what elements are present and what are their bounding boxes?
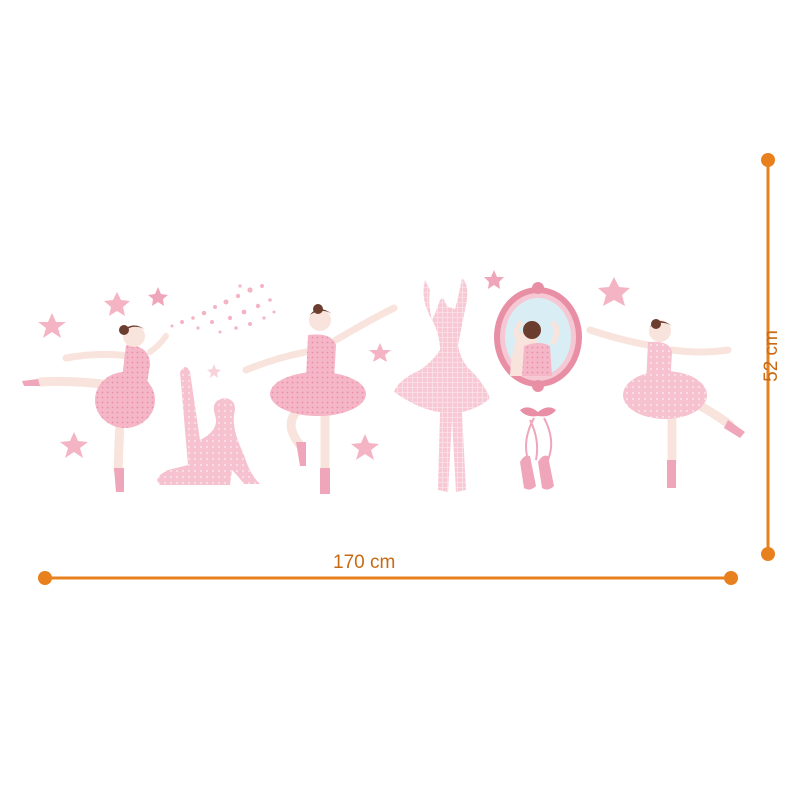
mirror-with-ballerina (494, 282, 582, 392)
width-dimension-label: 170 cm (333, 552, 396, 573)
star-icon (351, 434, 379, 460)
star-icon (484, 270, 504, 289)
star-icon (207, 364, 221, 378)
dancer-stretching-silhouette (157, 367, 260, 485)
dancer-arms-up-silhouette (394, 278, 490, 492)
dimension-endpoint-icon (761, 153, 775, 167)
star-icon (148, 287, 168, 306)
star-icon (104, 292, 130, 316)
ballerina-right (586, 319, 745, 488)
star-icon (38, 313, 66, 338)
height-dimension-label: 52 cm (761, 330, 782, 382)
ballerina-arabesque (22, 325, 169, 492)
ballerina-tutu-center (242, 304, 398, 494)
width-dimension-line (38, 571, 738, 585)
pointe-shoes (520, 407, 556, 490)
star-icon (369, 343, 391, 362)
dimension-endpoint-icon (724, 571, 738, 585)
star-icon (598, 277, 630, 306)
height-dimension-line (761, 153, 775, 561)
dimension-endpoint-icon (761, 547, 775, 561)
star-icon (60, 432, 88, 458)
star-icons (38, 270, 630, 460)
dimension-endpoint-icon (38, 571, 52, 585)
